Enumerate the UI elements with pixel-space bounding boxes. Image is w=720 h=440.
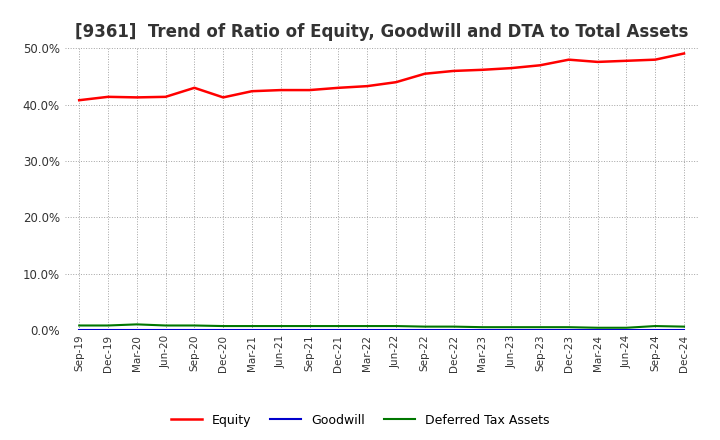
Deferred Tax Assets [680, 324, 688, 329]
Deferred Tax Assets [507, 325, 516, 330]
Equity [75, 98, 84, 103]
Goodwill [651, 327, 660, 333]
Deferred Tax Assets [334, 323, 343, 329]
Goodwill [132, 327, 141, 333]
Goodwill [305, 327, 314, 333]
Goodwill [248, 327, 256, 333]
Equity [420, 71, 429, 77]
Legend: Equity, Goodwill, Deferred Tax Assets: Equity, Goodwill, Deferred Tax Assets [166, 409, 554, 432]
Goodwill [219, 327, 228, 333]
Deferred Tax Assets [248, 323, 256, 329]
Goodwill [564, 327, 573, 333]
Line: Deferred Tax Assets: Deferred Tax Assets [79, 324, 684, 328]
Line: Equity: Equity [79, 54, 684, 100]
Equity [334, 85, 343, 91]
Deferred Tax Assets [190, 323, 199, 328]
Deferred Tax Assets [651, 323, 660, 329]
Deferred Tax Assets [363, 323, 372, 329]
Equity [536, 62, 544, 68]
Goodwill [420, 327, 429, 333]
Equity [622, 58, 631, 63]
Title: [9361]  Trend of Ratio of Equity, Goodwill and DTA to Total Assets: [9361] Trend of Ratio of Equity, Goodwil… [75, 23, 688, 41]
Equity [219, 95, 228, 100]
Equity [564, 57, 573, 62]
Deferred Tax Assets [161, 323, 170, 328]
Deferred Tax Assets [219, 323, 228, 329]
Goodwill [680, 327, 688, 333]
Goodwill [161, 327, 170, 333]
Goodwill [75, 327, 84, 333]
Equity [132, 95, 141, 100]
Deferred Tax Assets [75, 323, 84, 328]
Goodwill [507, 327, 516, 333]
Equity [449, 68, 458, 73]
Deferred Tax Assets [536, 325, 544, 330]
Equity [651, 57, 660, 62]
Deferred Tax Assets [104, 323, 112, 328]
Equity [104, 94, 112, 99]
Deferred Tax Assets [593, 325, 602, 330]
Goodwill [104, 327, 112, 333]
Equity [248, 88, 256, 94]
Equity [507, 66, 516, 71]
Equity [392, 80, 400, 85]
Equity [305, 88, 314, 93]
Deferred Tax Assets [622, 325, 631, 330]
Equity [161, 94, 170, 99]
Equity [363, 84, 372, 89]
Goodwill [392, 327, 400, 333]
Deferred Tax Assets [478, 325, 487, 330]
Equity [680, 51, 688, 56]
Goodwill [276, 327, 285, 333]
Deferred Tax Assets [132, 322, 141, 327]
Equity [190, 85, 199, 91]
Deferred Tax Assets [449, 324, 458, 329]
Goodwill [536, 327, 544, 333]
Deferred Tax Assets [564, 325, 573, 330]
Deferred Tax Assets [392, 323, 400, 329]
Equity [478, 67, 487, 73]
Goodwill [622, 327, 631, 333]
Goodwill [593, 327, 602, 333]
Deferred Tax Assets [420, 324, 429, 329]
Goodwill [363, 327, 372, 333]
Goodwill [334, 327, 343, 333]
Goodwill [478, 327, 487, 333]
Equity [276, 88, 285, 93]
Goodwill [190, 327, 199, 333]
Equity [593, 59, 602, 65]
Goodwill [449, 327, 458, 333]
Deferred Tax Assets [276, 323, 285, 329]
Deferred Tax Assets [305, 323, 314, 329]
